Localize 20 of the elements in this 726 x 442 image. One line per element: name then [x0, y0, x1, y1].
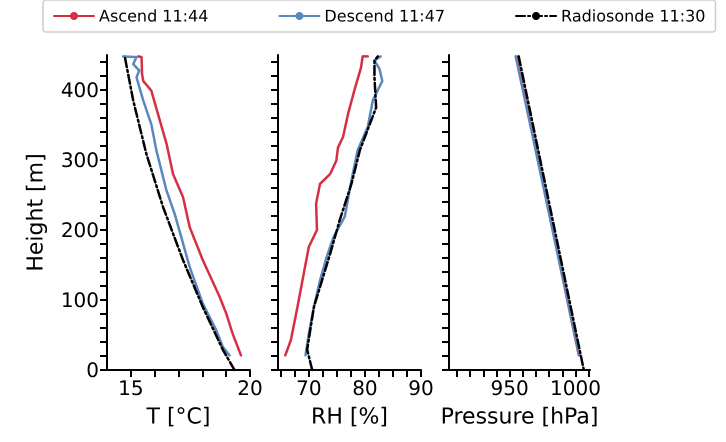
- x-tick-label: 20: [237, 376, 263, 400]
- y-tick-label: 200: [60, 218, 99, 242]
- legend-label: Ascend 11:44: [99, 6, 208, 26]
- x-axis-title: T [°C]: [146, 404, 210, 430]
- x-tick-label: 1000: [550, 376, 601, 400]
- legend-label: Descend 11:47: [324, 6, 446, 26]
- x-axis-title: RH [%]: [311, 404, 388, 430]
- x-axis-title: Pressure [hPa]: [440, 404, 598, 430]
- legend-label: Radiosonde 11:30: [561, 6, 706, 26]
- line-series: [136, 55, 242, 357]
- y-tick-label: 300: [60, 148, 99, 172]
- y-tick-label: 0: [86, 358, 99, 382]
- y-axis-title: Height [m]: [24, 153, 48, 272]
- y-tick-label: 400: [60, 78, 99, 102]
- x-tick-label: 80: [352, 376, 378, 400]
- x-tick-label: 950: [490, 376, 529, 400]
- x-tick-label: 15: [118, 376, 144, 400]
- y-tick-label: 100: [60, 288, 99, 312]
- x-tick-label: 70: [296, 376, 322, 400]
- x-tick-label: 90: [408, 376, 434, 400]
